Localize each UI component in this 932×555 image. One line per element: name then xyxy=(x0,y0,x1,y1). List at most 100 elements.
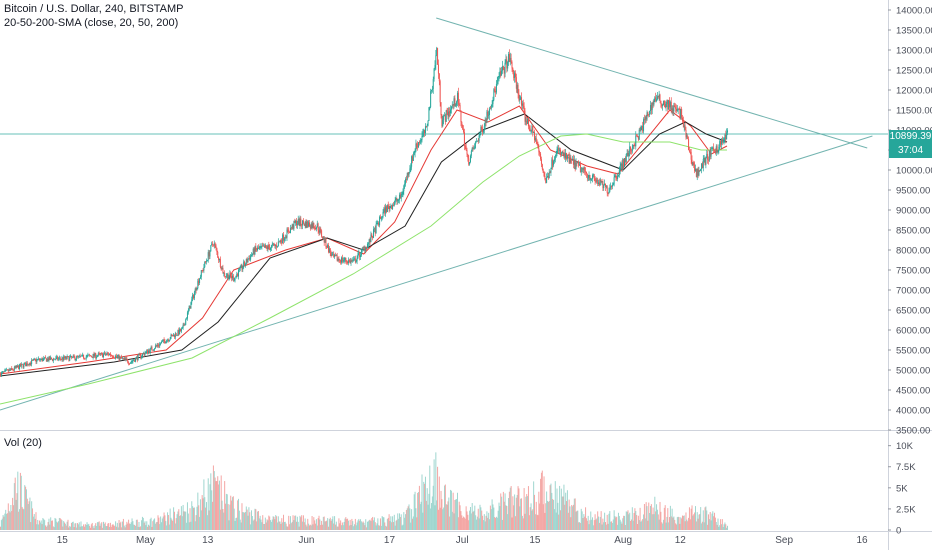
volume-bar xyxy=(503,501,505,530)
volume-bar xyxy=(198,505,200,530)
candle-body xyxy=(130,361,132,363)
candle-body xyxy=(511,62,513,69)
candle-body xyxy=(581,168,583,170)
volume-legend[interactable]: Vol (20) xyxy=(4,437,42,449)
volume-bar xyxy=(91,522,93,530)
volume-bar xyxy=(396,519,398,530)
candle-body xyxy=(554,157,556,160)
volume-bar xyxy=(73,527,75,530)
volume-bar xyxy=(208,510,210,530)
volume-bar xyxy=(160,516,162,530)
volume-bar xyxy=(437,509,439,530)
volume-bar xyxy=(558,514,560,530)
volume-bar xyxy=(398,518,400,530)
candle-body xyxy=(682,117,684,122)
volume-bar xyxy=(540,472,542,530)
candle-body xyxy=(80,356,82,357)
volume-bar xyxy=(289,516,291,530)
volume-bar xyxy=(197,492,199,530)
volume-bar xyxy=(603,522,605,530)
date-tick-label: Sep xyxy=(775,535,793,546)
candle-body xyxy=(679,108,681,119)
volume-bar xyxy=(266,519,268,530)
volume-bar xyxy=(282,522,284,530)
volume-bar xyxy=(149,519,151,530)
volume-bar xyxy=(476,516,478,530)
candle-body xyxy=(294,221,296,223)
volume-bar xyxy=(328,519,330,530)
candle-body xyxy=(411,156,413,167)
volume-bar xyxy=(8,510,10,530)
candle-body xyxy=(141,356,143,358)
volume-bar xyxy=(608,513,610,530)
volume-bar xyxy=(214,477,216,530)
trendlines[interactable] xyxy=(0,17,873,411)
symbol-legend[interactable]: Bitcoin / U.S. Dollar, 240, BITSTAMP xyxy=(4,3,184,15)
candle-body xyxy=(106,353,108,355)
candle-body xyxy=(135,357,137,362)
volume-bar xyxy=(199,499,201,530)
volume-bar xyxy=(653,514,655,530)
resistance-trendline[interactable] xyxy=(436,17,868,149)
volume-bar xyxy=(305,524,307,530)
candle-body xyxy=(649,105,651,111)
volume-bar xyxy=(269,516,271,530)
candle-body xyxy=(435,55,437,66)
volume-bar xyxy=(709,512,711,530)
volume-bar xyxy=(373,520,375,530)
candle-body xyxy=(578,162,580,166)
candle-body xyxy=(454,98,456,106)
volume-bar xyxy=(411,518,413,530)
candle-body xyxy=(97,353,99,356)
volume-bar xyxy=(83,526,85,530)
candle-body xyxy=(241,265,243,270)
volume-bar xyxy=(32,516,34,530)
candle-body xyxy=(530,130,532,132)
volume-bar xyxy=(419,504,421,530)
candle-body xyxy=(524,110,526,122)
volume-bar xyxy=(61,520,63,530)
volume-bar xyxy=(145,525,147,530)
volume-bar xyxy=(218,484,220,530)
candle-body xyxy=(229,273,231,278)
candle-body xyxy=(725,134,727,140)
candle-body xyxy=(19,364,21,370)
volume-bar xyxy=(522,518,524,530)
candle-body xyxy=(209,251,211,257)
volume-bar xyxy=(421,474,423,530)
volume-bar xyxy=(703,522,705,530)
candle-body xyxy=(658,94,660,97)
date-tick-label: 17 xyxy=(384,535,396,546)
volume-bar xyxy=(167,512,169,530)
volume-bar xyxy=(507,514,509,530)
candle-body xyxy=(392,205,394,209)
candle-body xyxy=(312,223,314,228)
support-trendline[interactable] xyxy=(0,135,873,411)
volume-bar xyxy=(70,522,72,530)
candle-body xyxy=(122,357,124,359)
candle-body xyxy=(193,295,195,299)
candle-body xyxy=(701,163,703,169)
candle-body xyxy=(63,356,65,361)
candle-body xyxy=(597,179,599,185)
candle-body xyxy=(717,150,719,153)
volume-bar xyxy=(514,494,516,530)
indicator-legend[interactable]: 20-50-200-SMA (close, 20, 50, 200) xyxy=(4,17,179,29)
volume-bar xyxy=(624,515,626,530)
candle-body xyxy=(320,228,322,231)
candle-body xyxy=(159,343,161,346)
volume-bar xyxy=(302,515,304,530)
candle-body xyxy=(649,110,651,115)
candle-body xyxy=(126,358,128,360)
candle-body xyxy=(276,246,278,248)
volume-bar xyxy=(239,519,241,530)
bar-countdown-badge: 37:04 xyxy=(889,144,932,158)
volume-bar xyxy=(227,504,229,530)
volume-bar xyxy=(506,505,508,530)
candle-body xyxy=(502,66,504,70)
volume-bar xyxy=(405,509,407,530)
candle-body xyxy=(436,48,438,56)
candle-body xyxy=(111,355,113,357)
